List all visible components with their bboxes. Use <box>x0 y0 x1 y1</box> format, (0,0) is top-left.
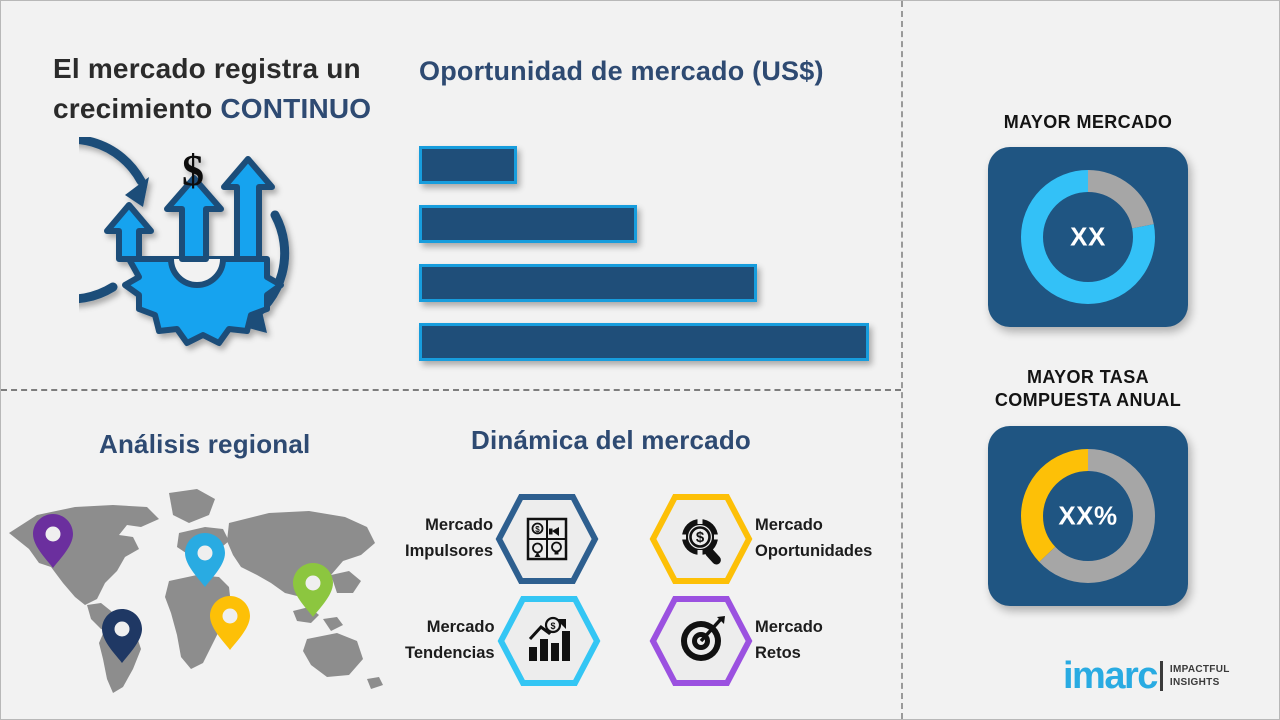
growth-title-line1: El mercado registra un <box>53 53 361 84</box>
donut-segment-remainder <box>1021 449 1155 583</box>
pin-hole <box>197 545 213 561</box>
dollar-symbol: $ <box>182 146 204 195</box>
dynamics-item-retos[interactable]: Mercado Retos <box>649 595 823 687</box>
bar-fill <box>419 205 637 243</box>
svg-text:$: $ <box>696 529 705 546</box>
hexagon-tendencias: $ <box>497 595 601 687</box>
dynamics-label-tendencias: Mercado Tendencias <box>405 618 495 662</box>
bar-1 <box>419 146 517 184</box>
donut-chart-mayor-mercado <box>1021 170 1155 304</box>
kpi-label-mayor-mercado: MAYOR MERCADO <box>1003 112 1173 132</box>
pin-hole <box>45 526 61 542</box>
bar-fill <box>419 146 517 184</box>
pin-hole <box>222 608 238 624</box>
growth-bar-chart-icon: $ <box>528 616 570 661</box>
growth-panel-title: El mercado registra un crecimiento CONTI… <box>53 49 393 129</box>
opportunity-panel-title: Oportunidad de mercado (US$) <box>419 56 824 86</box>
bar-3 <box>419 264 757 302</box>
world-map <box>9 489 383 693</box>
hexagon-oportunidades: $ <box>649 493 753 585</box>
dynamics-label-retos: Mercado Retos <box>755 618 823 662</box>
pin-hole <box>114 621 130 637</box>
dynamics-item-oportunidades[interactable]: $ Mercado Oportunidades <box>649 493 872 585</box>
hexagon-impulsores: $ <box>495 493 599 585</box>
regional-panel-title: Análisis regional <box>99 429 311 459</box>
puzzle-pieces-icon: $ <box>526 517 568 561</box>
imarc-logo: imarc IMPACTFUL INSIGHTS <box>1063 657 1230 695</box>
bar-fill <box>419 323 869 361</box>
kpi-card-mayor-mercado: XX <box>988 147 1188 327</box>
opportunity-bar-chart <box>419 146 879 361</box>
pin-east-asia[interactable] <box>293 563 333 617</box>
pin-south-america[interactable] <box>102 609 142 663</box>
pin-europe[interactable] <box>185 533 225 587</box>
hexagon-retos <box>649 595 753 687</box>
donut-segment-remainder <box>1021 170 1155 304</box>
dynamics-item-tendencias[interactable]: Mercado Tendencias $ <box>405 595 601 687</box>
donut-chart-mayor-tasa <box>1021 449 1155 583</box>
svg-text:$: $ <box>535 525 540 534</box>
kpi-value-mayor-tasa: XX% <box>1058 500 1118 531</box>
logo-wordmark: imarc <box>1063 655 1158 697</box>
vertical-divider <box>901 1 903 719</box>
horizontal-divider <box>1 389 901 391</box>
pin-hole <box>305 575 321 591</box>
logo-divider <box>1159 661 1163 691</box>
kpi-value-mayor-mercado: XX <box>1070 221 1106 252</box>
bar-2 <box>419 205 637 243</box>
pin-africa[interactable] <box>210 596 250 650</box>
growth-gear-arrows-icon: $ <box>79 137 290 346</box>
bar-fill <box>419 264 757 302</box>
dynamics-panel-title: Dinámica del mercado <box>471 425 751 455</box>
growth-title-line2: crecimiento <box>53 92 221 124</box>
magnifier-dollar-icon: $ <box>679 517 721 565</box>
kpi-label-mayor-tasa: MAYOR TASA COMPUESTA ANUAL <box>994 367 1182 411</box>
logo-tagline: IMPACTFUL INSIGHTS <box>1169 663 1230 689</box>
kpi-card-mayor-tasa: XX% <box>988 426 1188 606</box>
bar-4 <box>419 323 869 361</box>
dynamics-label-oportunidades: Mercado Oportunidades <box>755 516 873 560</box>
dynamics-label-impulsores: Mercado Impulsores <box>405 516 494 560</box>
svg-text:$: $ <box>550 621 555 631</box>
growth-title-accent: CONTINUO <box>220 92 372 124</box>
target-dart-icon <box>681 616 725 661</box>
dynamics-item-impulsores[interactable]: Mercado Impulsores $ <box>405 493 599 585</box>
pin-north-america[interactable] <box>33 514 73 568</box>
